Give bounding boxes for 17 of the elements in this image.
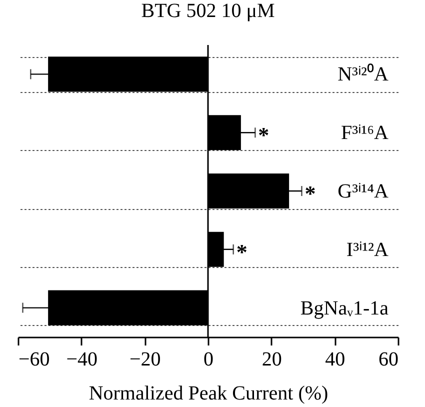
x-tick-label: 60: [378, 348, 398, 370]
x-tick-label: −20: [130, 348, 161, 370]
y-tick-label: N³ⁱ²⁰A: [338, 62, 390, 86]
y-tick-label: I³ⁱ¹²A: [346, 238, 390, 261]
annotation: *: [304, 181, 316, 206]
annotation: *: [258, 122, 270, 148]
y-tick-label: BgNaᵥ1-1a: [300, 297, 389, 320]
x-tick-label: 40: [325, 348, 346, 370]
x-tick-label: 0: [204, 348, 214, 370]
y-tick-label: G³ⁱ¹⁴A: [338, 180, 390, 202]
x-tick-label: 20: [262, 348, 282, 370]
x-tick-label: −60: [18, 348, 50, 370]
x-axis-title: Normalized Peak Current (%): [88, 382, 328, 404]
x-tick-label: −40: [66, 348, 98, 370]
annotation: *: [236, 239, 248, 264]
y-tick-label: F³ⁱ¹⁶A: [340, 122, 390, 144]
chart-title: BTG 502 10 μM: [141, 0, 275, 22]
